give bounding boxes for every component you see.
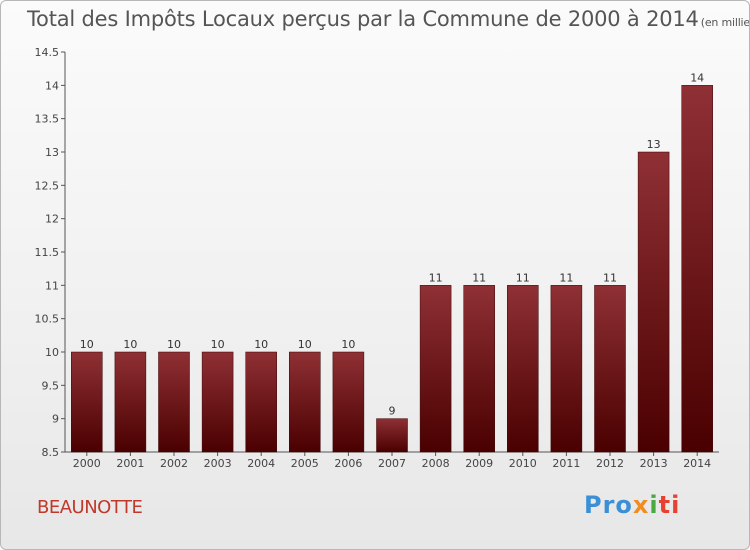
bar-2013[interactable] <box>637 151 670 453</box>
commune-name: BEAUNOTTE <box>37 497 143 518</box>
data-label-2007: 9 <box>389 405 396 418</box>
y-tick-label: 11.5 <box>35 246 60 259</box>
y-tick-label: 11 <box>45 279 59 292</box>
bar-2009[interactable] <box>463 285 495 453</box>
y-tick-label: 12.5 <box>35 179 60 192</box>
bar-2011[interactable] <box>550 285 583 453</box>
bar-2014[interactable] <box>681 85 713 453</box>
data-label-2002: 10 <box>167 338 181 351</box>
x-tick-label: 2012 <box>596 457 624 470</box>
title-main: Total des Impôts Locaux perçus par la Co… <box>27 7 699 31</box>
x-tick-label: 2006 <box>334 457 362 470</box>
x-tick-label: 2000 <box>73 457 101 470</box>
y-tick-label: 14.5 <box>35 46 60 59</box>
data-label-2011: 11 <box>559 271 573 284</box>
data-label-2009: 11 <box>472 271 486 284</box>
x-tick-label: 2010 <box>509 457 537 470</box>
data-label-2003: 10 <box>211 338 225 351</box>
y-tick-label: 13 <box>45 146 59 159</box>
bar-2004[interactable] <box>245 351 277 453</box>
x-tick-label: 2007 <box>378 457 406 470</box>
proxiti-logo[interactable]: Proxiti <box>584 491 680 519</box>
chart-title: Total des Impôts Locaux perçus par la Co… <box>27 7 750 31</box>
x-tick-label: 2011 <box>552 457 580 470</box>
data-label-2001: 10 <box>123 338 137 351</box>
bar-2007[interactable] <box>376 418 408 453</box>
bar-2006[interactable] <box>332 351 365 453</box>
data-label-2000: 10 <box>80 338 94 351</box>
y-tick-label: 14 <box>45 79 59 92</box>
x-tick-label: 2002 <box>160 457 188 470</box>
x-tick-label: 2004 <box>247 457 275 470</box>
bar-2005[interactable] <box>289 351 321 453</box>
y-tick-label: 9.5 <box>42 379 60 392</box>
logo-part-4: ti <box>658 491 681 519</box>
bar-2000[interactable] <box>71 351 103 453</box>
logo-part-1: Pro <box>584 491 633 519</box>
bars <box>71 85 713 453</box>
x-tick-label: 2008 <box>422 457 450 470</box>
data-label-2012: 11 <box>603 271 617 284</box>
data-label-2005: 10 <box>298 338 312 351</box>
logo-part-2: x <box>632 491 650 519</box>
axes: 8.5 9 9.5 10 10.5 11 11.5 12 12.5 13 13.5 14 14.5 200… <box>35 46 719 470</box>
bar-2008[interactable] <box>419 285 452 453</box>
logo-part-3: i <box>649 491 659 519</box>
data-label-2008: 11 <box>429 271 443 284</box>
y-tick-label: 13.5 <box>35 113 60 126</box>
x-tick-label: 2009 <box>465 457 493 470</box>
y-tick-label: 8.5 <box>42 446 60 459</box>
y-tick-label: 10.5 <box>35 313 60 326</box>
bar-2010[interactable] <box>507 285 539 453</box>
bar-2002[interactable] <box>158 351 190 453</box>
bar-2012[interactable] <box>594 285 626 453</box>
bar-2003[interactable] <box>201 351 234 453</box>
x-tick-label: 2013 <box>640 457 668 470</box>
y-tick-label: 12 <box>45 213 59 226</box>
bar-2001[interactable] <box>114 351 147 453</box>
data-labels: 10 10 10 10 10 10 10 9 11 11 11 11 11 13 14 <box>80 71 704 417</box>
x-tick-label: 2005 <box>291 457 319 470</box>
data-label-2004: 10 <box>254 338 268 351</box>
y-tick-label: 9 <box>52 413 59 426</box>
data-label-2013: 13 <box>647 138 661 151</box>
title-unit: (en milliers d'€) <box>700 16 750 29</box>
data-label-2006: 10 <box>341 338 355 351</box>
y-tick-label: 10 <box>45 346 59 359</box>
x-tick-label: 2014 <box>683 457 711 470</box>
data-label-2014: 14 <box>690 71 704 84</box>
x-tick-label: 2003 <box>204 457 232 470</box>
x-tick-label: 2001 <box>116 457 144 470</box>
data-label-2010: 11 <box>516 271 530 284</box>
